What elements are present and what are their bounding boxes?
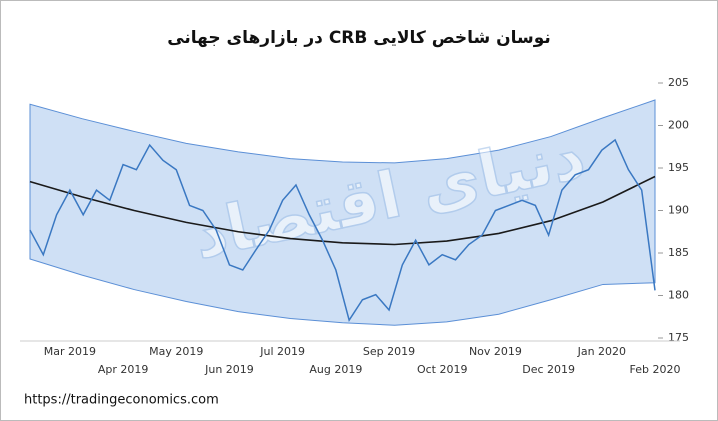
trend-line: [29, 175, 656, 246]
x-tick-label: Oct 2019: [417, 363, 468, 376]
y-tick-label: 185: [668, 246, 689, 259]
x-tick-label: Aug 2019: [309, 363, 362, 376]
x-tick-label: Feb 2020: [630, 363, 681, 376]
chart-title: نوسان شاخص کالایی CRB در بازارهای جهانی: [167, 28, 551, 48]
band: [29, 99, 656, 326]
y-tick-label: 180: [668, 289, 689, 302]
x-tick-label: Mar 2019: [44, 345, 96, 358]
x-tick-label: Nov 2019: [469, 345, 522, 358]
y-tick-label: 205: [668, 76, 689, 89]
source: https://tradingeconomics.com: [24, 393, 219, 408]
data-line: [29, 138, 656, 322]
x-tick-label: Dec 2019: [522, 363, 575, 376]
x-tick-label: Jun 2019: [204, 363, 254, 376]
x-tick-label: Jan 2020: [577, 345, 626, 358]
y-tick-label: 175: [668, 331, 689, 344]
y-tick-label: 200: [668, 119, 689, 132]
y-tick-label: 190: [668, 204, 689, 217]
y-tick-label: 195: [668, 161, 689, 174]
x-tick-label: Sep 2019: [363, 345, 415, 358]
x-tick-label: May 2019: [149, 345, 203, 358]
x-tick-label: Jul 2019: [259, 345, 305, 358]
x-tick-label: Apr 2019: [98, 363, 149, 376]
